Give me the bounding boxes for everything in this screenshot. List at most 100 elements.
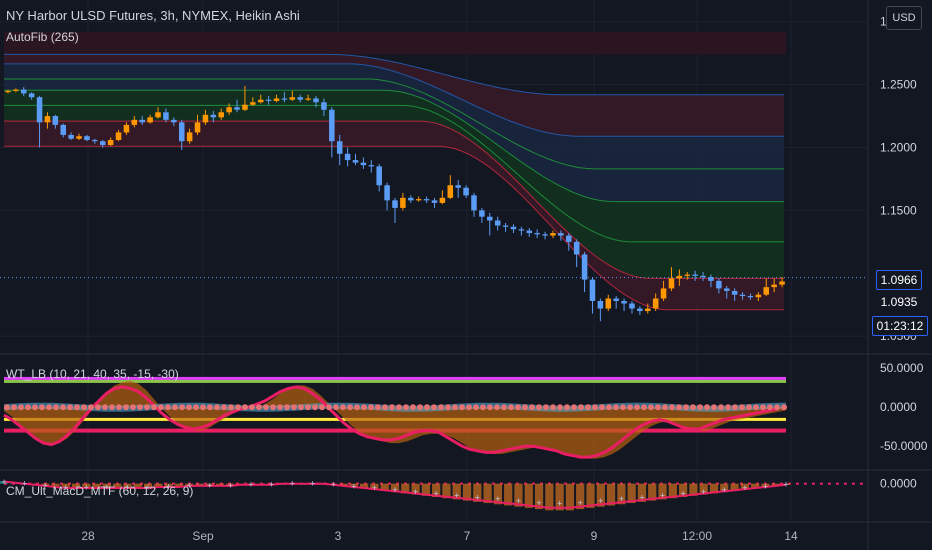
wt-zero-dot [767, 404, 773, 411]
candle-body [550, 233, 556, 236]
macd-signal-cross: + [187, 481, 192, 491]
wt-zero-dot [95, 404, 101, 411]
fib-band [4, 90, 784, 242]
wt-tick-label: 50.0000 [880, 361, 924, 375]
candle-body [36, 97, 43, 123]
wt-zero-dot [137, 404, 143, 411]
candle-body [273, 98, 280, 101]
wt-area [4, 380, 786, 459]
macd-histogram-bar [174, 483, 184, 488]
macd-histogram-bar [658, 483, 667, 500]
wt-zero-dot [634, 404, 640, 411]
macd-signal-cross: + [413, 487, 418, 497]
candle-body [573, 241, 580, 255]
candle-body [763, 287, 770, 295]
wt-zero-dot [781, 404, 787, 411]
wt-zero-dot [200, 404, 206, 411]
wt-zero-dot [522, 404, 528, 411]
candle-body [652, 298, 659, 309]
candle-body [171, 119, 177, 123]
candles [5, 85, 785, 322]
candle-body [526, 230, 533, 234]
candle-body [257, 99, 264, 103]
candle-body [376, 166, 382, 186]
macd-line [3, 480, 787, 509]
wt-zero-dot [382, 404, 388, 411]
wt-zero-dot [445, 404, 451, 411]
macd-histogram-bar [689, 483, 698, 496]
wt-zero-dot [74, 404, 80, 411]
candle-body [44, 116, 51, 123]
x-tick-label: Sep [192, 529, 214, 543]
candle-body [684, 274, 691, 276]
wt-zero-dot [585, 404, 591, 411]
candle-body [597, 301, 604, 309]
candle-body [178, 122, 185, 142]
macd-histogram-bar [215, 483, 225, 487]
wt-zero-dot [263, 404, 269, 411]
wt-zero-dot [375, 404, 381, 411]
candle-body [5, 90, 11, 93]
candle-body [76, 136, 82, 139]
wt-zero-dot [81, 404, 87, 411]
wt-zero-dot [473, 404, 479, 411]
wt-zero-dot [487, 404, 493, 411]
wt-zero-dot [305, 404, 311, 411]
macd-legend[interactable]: CM_Ult_MacD_MTF (60, 12, 26, 9) [6, 484, 194, 498]
wt-zero-dot [319, 404, 325, 411]
macd-signal-cross: + [763, 481, 768, 491]
macd-signal-cross: + [43, 481, 48, 491]
macd-pane: + + + + + + + + + + + + + + + + + + + + + + + + + + + + + + + + + + + + + + + [0, 477, 868, 511]
wt-legend[interactable]: WT_LB (10, 21, 40, 35, -15, -30) [6, 367, 179, 381]
wt-zero-dot [438, 404, 444, 411]
macd-histogram-bar [751, 483, 760, 489]
wt-zero-dot [32, 404, 38, 411]
wt-zero-dot [333, 404, 339, 411]
chart-title: NY Harbor ULSD Futures, 3h, NYMEX, Heiki… [6, 8, 300, 23]
candle-body [479, 210, 485, 217]
candle-body [60, 124, 67, 135]
candle-body [779, 281, 785, 285]
x-tick-label: 14 [784, 529, 798, 543]
wt-zero-dot [18, 404, 24, 411]
candle-body [210, 114, 217, 118]
candle-body [637, 308, 643, 312]
macd-signal-cross: + [742, 483, 747, 493]
macd-signal-cross: + [619, 494, 624, 504]
candle-body [329, 109, 335, 142]
wt-zero-dot [347, 404, 353, 411]
macd-histogram-bar [411, 483, 420, 495]
wt-zero-dot [144, 404, 150, 411]
currency-button[interactable]: USD [886, 6, 922, 30]
macd-signal-cross: + [660, 490, 665, 500]
macd-histogram-bar [123, 483, 132, 489]
macd-histogram-bar [524, 483, 533, 508]
candle-body [99, 141, 106, 145]
fib-band [4, 54, 784, 137]
wt-zero-dot [221, 404, 227, 411]
candle-body [510, 226, 517, 230]
autofib-legend[interactable]: AutoFib (265) [6, 30, 79, 44]
wt-zero-dot [753, 404, 759, 411]
macd-signal-cross: + [454, 490, 459, 500]
wt-zero-dot [494, 404, 500, 411]
candle-body [771, 284, 777, 288]
x-tick-label: 7 [464, 529, 471, 543]
macd-signal-cross: + [22, 479, 27, 489]
candle-body [502, 225, 509, 227]
macd-histogram-bar [133, 483, 142, 489]
candle-body [28, 93, 35, 98]
x-tick-label: 3 [335, 529, 342, 543]
macd-histogram-bar [113, 483, 122, 489]
wt-zero-dot [508, 404, 514, 411]
wt-zero-dot [760, 404, 766, 411]
wt-zero-dot [67, 404, 73, 411]
wt-zero-dot [4, 404, 10, 411]
macd-histogram-bar [699, 483, 708, 495]
candle-body [139, 119, 145, 123]
wt-zero-dot [25, 404, 31, 411]
candle-body [566, 235, 572, 242]
wt-zero-dot [578, 404, 584, 411]
candle-body [281, 98, 288, 100]
